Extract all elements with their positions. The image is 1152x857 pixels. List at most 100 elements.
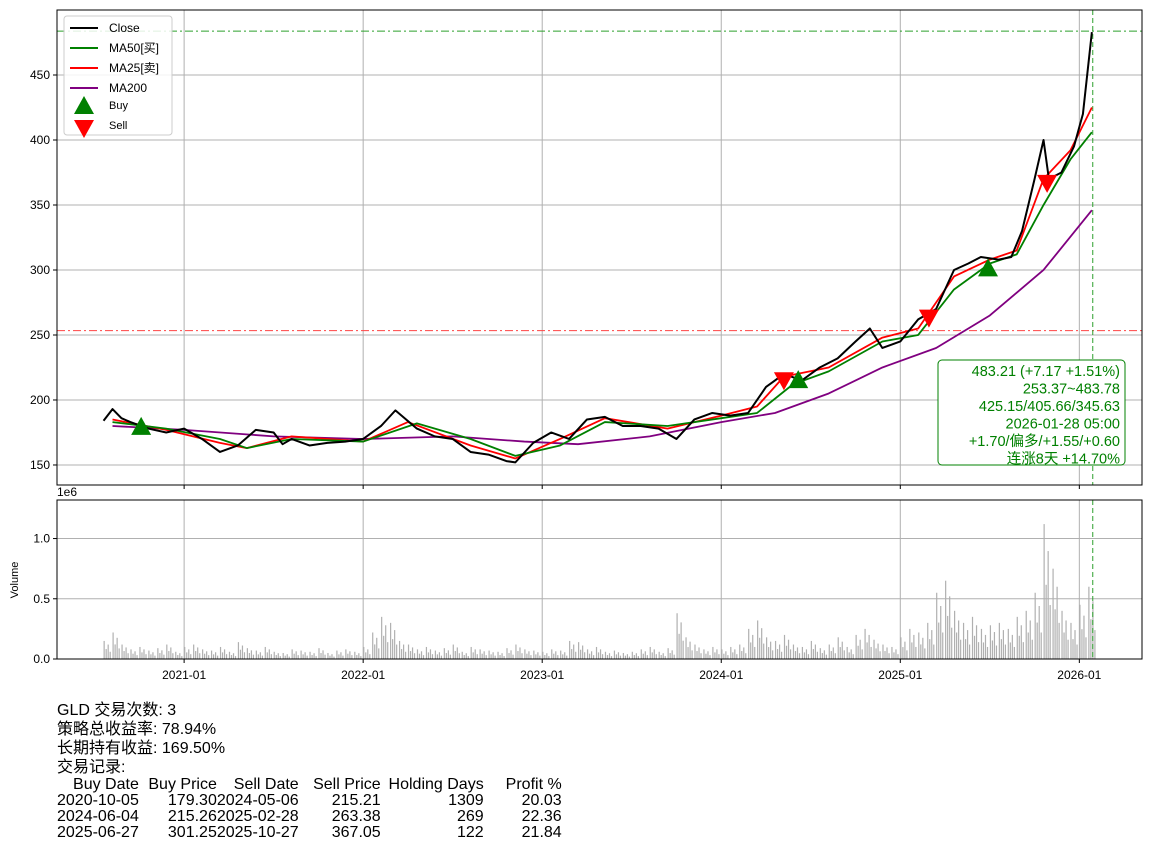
trade-count: GLD 交易次数: 3 [57,702,177,719]
volume-bar [217,655,219,659]
volume-bar [1081,629,1083,659]
volume-bar [947,615,949,659]
volume-bar [569,640,571,659]
volume-bar [1020,625,1022,659]
volume-bar [378,648,380,659]
volume-bar [1094,630,1096,659]
info-annotation-line: 2026-01-28 05:00 [1006,417,1121,433]
volume-bar [748,628,750,659]
volume-bar [624,655,626,659]
volume-bar [920,644,922,659]
buy-marker [131,416,152,435]
volume-bar [400,649,403,659]
volume-bar [125,647,127,659]
volume-bar [680,622,682,659]
volume-bar [1070,622,1072,659]
volume-bar [261,655,263,659]
volume-bar [962,622,965,659]
col-sell-price: Sell Price [313,776,381,793]
volume-bar [653,649,655,659]
volume-bar [709,655,711,659]
volume-bar [186,652,188,659]
legend-label: Buy [109,100,128,112]
volume-bar [1072,639,1074,659]
volume-bar [264,646,266,659]
volume-bar [1007,628,1009,659]
table-header: Buy Date Buy Price Sell Date Sell Price … [57,777,562,793]
volume-bar [562,654,564,659]
volume-bar [107,644,109,659]
volume-bar [206,651,208,659]
volume-bar [1027,632,1029,659]
volume-bar [734,649,736,659]
volume-bar [1088,586,1090,659]
volume-bar [190,654,192,659]
volume-bar [796,647,799,659]
volume-bar [485,655,487,659]
volume-bar [143,649,145,659]
volume-bar [221,652,224,659]
volume-bar [971,616,974,659]
volume-bar [394,630,396,659]
volume-bar [132,653,134,659]
volume-bar [886,647,888,659]
volume-bar [787,639,790,659]
volume-bar [783,634,786,659]
volume-bar [949,596,951,659]
volume-bar [575,651,577,659]
table-row: 2024-06-04 215.26 2025-02-28 263.38 269 22.36 [57,808,562,825]
volume-bar [933,644,935,659]
volume-bar [725,651,727,659]
volume-bar [613,650,616,659]
y-tick-label: 400 [30,133,50,147]
table-row: 2025-06-27 301.25 2025-10-27 367.05 122 21.84 [57,824,562,841]
volume-bar [859,639,861,659]
volume-bar [580,649,582,659]
volume-bar [345,649,347,659]
legend-label: Sell [109,120,127,132]
volume-bar [875,648,877,659]
volume-bar [322,650,324,659]
volume-bar [757,620,759,659]
volume-bar [604,651,607,659]
volume-bar [212,654,215,659]
volume-bar [839,647,841,659]
volume-bar [1025,610,1027,659]
volume-bar [204,653,206,659]
volume-bar [1002,630,1004,659]
volume-bar [157,648,159,659]
volume-bar [372,632,374,659]
volume-bar [494,655,496,659]
volume-bar [340,652,342,659]
y-tick-label: 250 [30,328,50,342]
volume-bar [739,644,741,659]
volume-bar [246,648,248,659]
volume-tick-label: 0.0 [33,652,50,666]
volume-bar [266,652,268,659]
col-holding-days: Holding Days [388,776,484,793]
volume-bar [951,627,953,659]
volume-bar [342,655,344,659]
col-buy-date: Buy Date [73,776,139,793]
volume-bar [584,652,586,659]
volume-bar [870,646,872,659]
volume-bar [136,655,138,659]
volume-bar [918,632,920,659]
volume-bar [721,649,723,659]
volume-bar [279,656,281,659]
volume-bar [411,647,414,659]
volume-bar [515,644,517,659]
volume-bar [116,637,118,659]
volume-bar [481,653,483,659]
volume-bar [1031,639,1033,659]
volume-bar [420,651,423,659]
volume-bar [958,620,960,659]
volume-bar [1058,622,1060,659]
volume-bar [637,656,639,659]
volume-bar [225,654,228,659]
trade-table: Buy Date Buy Price Sell Date Sell Price … [57,777,562,841]
volume-bar [803,652,806,659]
sell-marker [773,372,794,391]
volume-bar [199,653,201,659]
volume-bar [369,654,371,659]
